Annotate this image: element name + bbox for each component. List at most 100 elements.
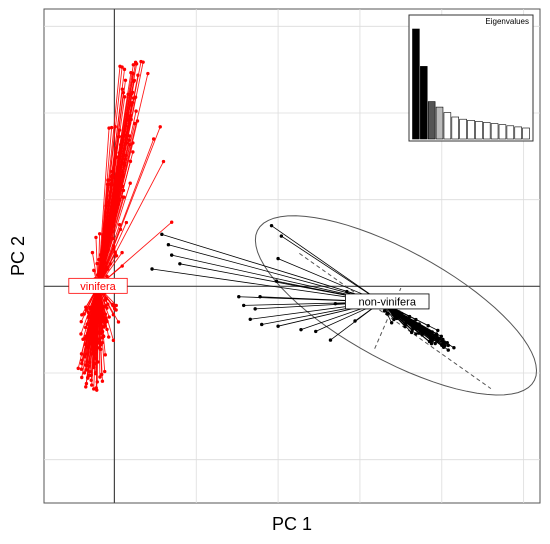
group-labels: vinifera non-vinifera <box>68 277 430 310</box>
vinifera-point <box>114 254 119 258</box>
vinifera-point <box>107 126 111 130</box>
vinifera-point <box>103 353 107 357</box>
vinifera-point <box>121 184 125 189</box>
non-vinifera-point <box>430 336 434 340</box>
vinifera-point <box>91 351 95 356</box>
vinifera-point <box>100 372 104 377</box>
non-vinifera-point <box>430 339 434 343</box>
vinifera-point <box>127 138 131 142</box>
vinifera-point <box>126 125 131 129</box>
non-vinifera-point <box>314 329 318 334</box>
vinifera-point <box>83 336 87 341</box>
vinifera-point <box>84 352 89 356</box>
vinifera-point <box>84 308 89 312</box>
vinifera-point <box>109 125 114 130</box>
vinifera-point <box>83 325 88 330</box>
vinifera-point <box>79 352 84 356</box>
non-vinifera-point <box>276 324 280 328</box>
vinifera-point <box>103 312 108 316</box>
non-vinifera-point <box>433 341 437 346</box>
vinifera-point <box>114 308 118 312</box>
vinifera-point <box>97 232 102 236</box>
non-vinifera-point <box>237 295 241 299</box>
vinifera-point <box>88 369 92 374</box>
vinifera-point <box>94 235 98 240</box>
eigenvalue-bar <box>427 101 436 140</box>
vinifera-point <box>125 112 129 116</box>
vinifera-point <box>91 348 95 352</box>
vinifera-point <box>94 371 98 376</box>
vinifera-point <box>111 304 115 308</box>
vinifera-point <box>114 146 118 150</box>
inset-bars <box>412 28 530 140</box>
vinifera-point <box>131 150 135 154</box>
vinifera-point <box>128 142 132 147</box>
vinifera-point <box>111 244 116 248</box>
non-vinifera-label-box <box>345 293 430 310</box>
vinifera-point <box>112 218 116 222</box>
vinifera-point <box>98 375 102 379</box>
non-vinifera-point <box>391 312 395 316</box>
vinifera-point <box>131 141 135 145</box>
non-vinifera-star-line <box>161 233 382 303</box>
vinifera-point <box>126 92 130 96</box>
vinifera-point <box>106 248 110 253</box>
vinifera-point <box>122 67 127 72</box>
vinifera-point <box>134 109 138 113</box>
vinifera-point <box>107 315 111 319</box>
eigenvalue-bar <box>443 112 452 140</box>
non-vinifera-point <box>279 234 284 238</box>
vinifera-point <box>97 317 102 321</box>
vinifera-point <box>94 346 98 350</box>
vinifera-point <box>99 270 103 275</box>
non-vinifera-point <box>436 336 440 341</box>
vinifera-label-box <box>68 277 128 294</box>
non-vinifera-point <box>333 301 338 306</box>
vinifera-point <box>114 303 118 308</box>
vinifera-point <box>100 329 105 334</box>
vinifera-point <box>121 188 126 193</box>
vinifera-star-line <box>97 175 114 287</box>
vinifera-point <box>79 332 83 336</box>
non-vinifera-point <box>345 289 349 294</box>
eigenvalue-bar <box>451 116 460 140</box>
non-vinifera-star-line <box>281 235 382 303</box>
non-vinifera-point <box>414 326 418 331</box>
vinifera-point <box>106 223 110 228</box>
vinifera-point <box>94 293 99 297</box>
vinifera-point <box>99 311 103 315</box>
vinifera-point <box>139 59 143 64</box>
vinifera-point <box>127 121 132 126</box>
non-vinifera-point <box>409 330 414 335</box>
non-vinifera-point <box>400 315 405 320</box>
vinifera-point <box>97 337 101 341</box>
non-vinifera-point <box>417 322 421 326</box>
vinifera-point <box>111 236 115 241</box>
vinifera-star-line <box>97 150 122 287</box>
vinifera-point <box>101 334 106 338</box>
vinifera-point <box>113 179 118 183</box>
non-vinifera-point <box>150 267 154 271</box>
vinifera-point <box>80 375 84 380</box>
vinifera-point <box>105 267 110 271</box>
non-vinifera-point <box>427 339 432 344</box>
non-vinifera-point <box>452 346 456 350</box>
vinifera-point <box>96 273 100 277</box>
vinifera-point <box>117 134 121 139</box>
vinifera-point <box>84 381 89 386</box>
non-vinifera-point <box>328 338 333 342</box>
vinifera-point <box>109 219 113 223</box>
vinifera-point <box>116 165 121 169</box>
vinifera-point <box>107 200 111 205</box>
vinifera-point <box>123 157 127 161</box>
non-vinifera-point <box>414 317 418 322</box>
vinifera-point <box>104 261 108 265</box>
vinifera-point <box>117 223 122 227</box>
vinifera-point <box>119 149 123 153</box>
vinifera-point <box>158 125 162 129</box>
vinifera-point <box>122 195 126 199</box>
vinifera-point <box>91 365 96 370</box>
vinifera-point <box>123 153 128 158</box>
vinifera-point <box>97 299 102 304</box>
vinifera-point <box>86 310 90 315</box>
